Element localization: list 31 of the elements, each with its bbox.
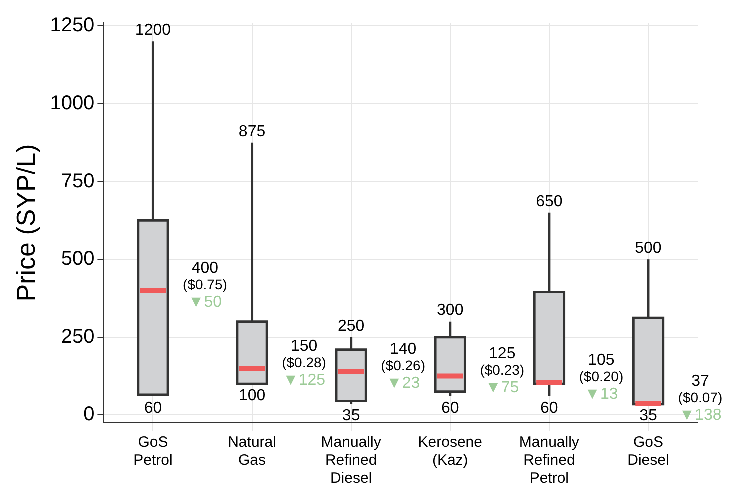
annotation: 1200 bbox=[135, 22, 172, 40]
annotation: 125 ($0.23) ▼75 bbox=[480, 346, 525, 397]
annotation: 300 bbox=[437, 302, 464, 320]
annotation: 37 ($0.07) ▼138 bbox=[678, 373, 723, 424]
annotation: 35 bbox=[640, 408, 658, 425]
annotation: 650 bbox=[536, 193, 563, 210]
annotation: 60 bbox=[540, 400, 558, 417]
y-tick-label: 750 bbox=[61, 170, 95, 192]
y-tick-label: 0 bbox=[84, 404, 95, 426]
annotation: 150 ($0.28) ▼125 bbox=[282, 338, 326, 389]
y-tick-label: 500 bbox=[61, 248, 95, 270]
annotation: 60 bbox=[144, 400, 162, 417]
x-tick-label: Manually Refined Petrol bbox=[519, 434, 580, 488]
annotation: 250 bbox=[338, 318, 365, 335]
annotation: 60 bbox=[441, 400, 460, 417]
y-axis-title: Price (SYP/L) bbox=[10, 144, 41, 302]
annotation: 35 bbox=[342, 408, 360, 425]
x-tick-label: Kerosene (Kaz) bbox=[418, 434, 482, 470]
annotation: 500 bbox=[635, 240, 662, 257]
y-tick-label: 1000 bbox=[50, 92, 95, 114]
x-tick-label: GoS Diesel bbox=[628, 434, 670, 470]
annotation: 100 bbox=[238, 387, 266, 404]
annotation: 400 ($0.75) ▼50 bbox=[183, 260, 228, 312]
annotation: 105 ($0.20) ▼13 bbox=[579, 352, 624, 403]
x-tick-label: GoS Petrol bbox=[134, 434, 173, 470]
x-tick-label: Natural Gas bbox=[228, 434, 276, 470]
annotation: 875 bbox=[238, 123, 266, 140]
annotation: 140 ($0.26) ▼23 bbox=[381, 341, 426, 392]
x-tick-label: Manually Refined Diesel bbox=[321, 434, 382, 488]
y-tick-label: 250 bbox=[61, 326, 95, 348]
y-tick-label: 1250 bbox=[50, 14, 95, 37]
